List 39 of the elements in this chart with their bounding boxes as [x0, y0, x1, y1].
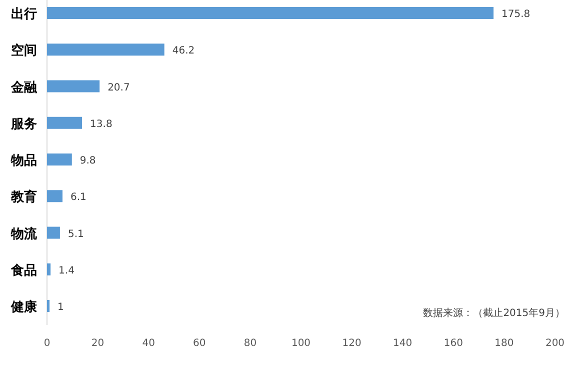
- x-tick-label: 180: [494, 338, 514, 349]
- data-label: 9.8: [80, 156, 96, 166]
- data-label: 1: [58, 302, 64, 313]
- x-tick-label: 0: [44, 338, 50, 349]
- bar: [47, 190, 62, 202]
- data-label: 20.7: [108, 82, 130, 94]
- data-label: 175.8: [502, 9, 530, 20]
- data-label: 5.1: [68, 228, 84, 240]
- x-tick-label: 20: [91, 338, 104, 349]
- data-label: 6.1: [70, 192, 86, 204]
- x-tick-label: 140: [393, 338, 412, 349]
- y-tick-label: 服务: [10, 116, 37, 132]
- y-tick-label: 教育: [10, 189, 37, 206]
- bar: [47, 300, 50, 312]
- x-tick-label: 200: [545, 338, 565, 349]
- x-tick-label: 100: [291, 338, 311, 349]
- data-label: 1.4: [58, 265, 74, 276]
- x-tick-label: 40: [142, 338, 155, 349]
- y-tick-label: 物流: [10, 226, 38, 242]
- bar: [47, 263, 51, 276]
- y-tick-label: 空间: [11, 42, 37, 59]
- bar: [47, 44, 164, 56]
- data-label: 13.8: [90, 118, 112, 130]
- bar: [47, 154, 72, 166]
- data-label: 46.2: [172, 46, 195, 57]
- x-tick-label: 160: [444, 338, 463, 349]
- bar: [47, 7, 494, 19]
- annotation: 数据来源：（截止2015年9月）: [423, 307, 565, 319]
- x-tick-label: 120: [342, 338, 362, 349]
- bar: [47, 80, 100, 92]
- y-tick-label: 金融: [10, 80, 38, 96]
- bar: [47, 226, 60, 239]
- y-tick-label: 食品: [10, 263, 37, 278]
- y-tick-label: 健康: [10, 299, 38, 315]
- bar: [47, 116, 82, 129]
- x-tick-label: 80: [244, 338, 257, 349]
- y-tick-label: 出行: [11, 7, 37, 22]
- y-tick-label: 物品: [10, 154, 37, 168]
- x-tick-label: 60: [193, 338, 206, 349]
